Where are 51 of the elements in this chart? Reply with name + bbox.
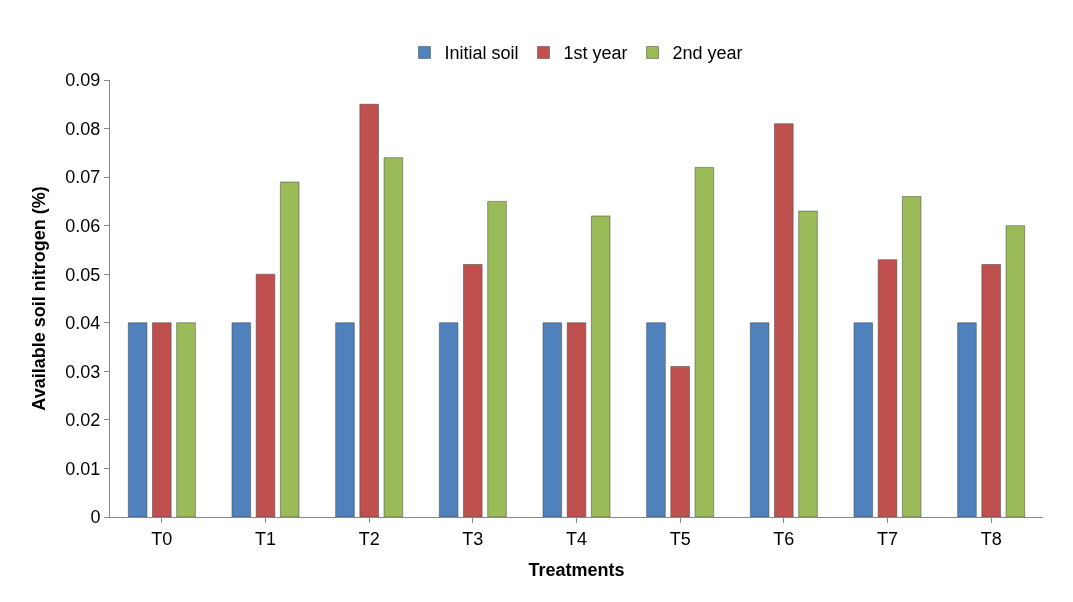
bar <box>176 322 196 517</box>
x-tick-label: T7 <box>876 528 899 549</box>
bar <box>463 264 483 517</box>
x-tick-label: T2 <box>358 528 380 549</box>
bar <box>774 123 794 517</box>
bar <box>128 322 148 517</box>
x-tick-label: T8 <box>980 528 1002 549</box>
bar <box>1005 225 1025 517</box>
x-tick-label: T4 <box>565 528 588 549</box>
y-axis-title: Available soil nitrogen (%) <box>28 186 49 411</box>
bar <box>383 157 403 517</box>
bar <box>280 181 300 517</box>
bar <box>957 322 977 517</box>
bar <box>591 215 611 517</box>
bar <box>439 322 459 517</box>
x-axis-title: Treatments <box>528 559 625 580</box>
bar <box>487 201 507 517</box>
y-tick-label: 0.06 <box>65 215 101 236</box>
x-tick-label: T5 <box>669 528 691 549</box>
legend-label: Initial soil <box>444 43 519 64</box>
bar <box>566 322 587 517</box>
legend-label: 2nd year <box>672 43 743 64</box>
y-tick-label: 0.07 <box>65 167 101 188</box>
bar <box>798 210 818 517</box>
bar <box>542 322 562 517</box>
y-tick-label: 0.05 <box>65 264 101 285</box>
y-tick-label: 0.08 <box>65 118 101 139</box>
bar <box>877 259 898 517</box>
bar <box>646 322 666 517</box>
bar <box>335 322 355 517</box>
legend-label: 1st year <box>563 43 628 64</box>
x-tick-label: T1 <box>254 528 277 549</box>
bar <box>981 264 1001 517</box>
y-tick-label: 0.01 <box>65 458 101 479</box>
y-tick-label: 0.02 <box>65 410 101 431</box>
bar <box>231 322 251 517</box>
x-tick-label: T0 <box>151 528 173 549</box>
bar <box>359 104 379 517</box>
x-tick-label: T3 <box>462 528 484 549</box>
bar <box>750 322 770 517</box>
y-tick-label: 0 <box>90 507 101 528</box>
bar <box>853 322 873 517</box>
bar <box>255 273 276 517</box>
bar <box>670 366 690 517</box>
x-tick-label: T6 <box>773 528 795 549</box>
y-tick-label: 0.09 <box>65 70 101 91</box>
bar <box>902 196 922 517</box>
y-tick-label: 0.04 <box>65 313 101 334</box>
bar <box>152 322 172 517</box>
bar <box>694 167 714 517</box>
y-tick-label: 0.03 <box>65 361 101 382</box>
